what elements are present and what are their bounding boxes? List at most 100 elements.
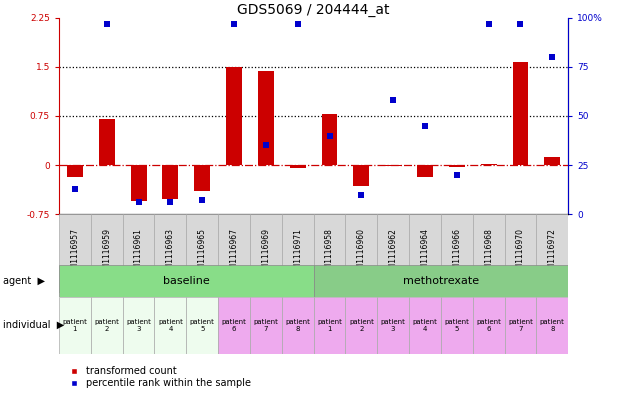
Bar	[186, 214, 218, 293]
Text: GSM1116969: GSM1116969	[261, 228, 270, 279]
Point	[102, 20, 112, 27]
Text: patient
5: patient 5	[445, 319, 469, 332]
Bar	[449, 165, 465, 167]
Bar	[218, 297, 250, 354]
Text: patient
3: patient 3	[126, 319, 151, 332]
Bar	[512, 62, 528, 165]
Bar	[186, 297, 218, 354]
Text: GSM1116968: GSM1116968	[484, 228, 493, 279]
Bar	[322, 114, 337, 165]
Text: GSM1116961: GSM1116961	[134, 228, 143, 279]
Bar	[345, 214, 378, 293]
Point	[325, 132, 335, 139]
Text: GSM1116972: GSM1116972	[548, 228, 557, 279]
Bar	[130, 165, 147, 201]
Bar	[99, 119, 115, 165]
Bar	[226, 67, 242, 165]
Text: patient
2: patient 2	[349, 319, 374, 332]
Bar	[378, 214, 409, 293]
Point	[197, 197, 207, 204]
Text: GSM1116958: GSM1116958	[325, 228, 334, 279]
Bar	[155, 214, 186, 293]
Bar	[378, 297, 409, 354]
Bar	[473, 297, 504, 354]
Bar	[258, 72, 274, 165]
Text: patient
8: patient 8	[285, 319, 310, 332]
Text: patient
1: patient 1	[317, 319, 342, 332]
Text: agent  ▶: agent ▶	[3, 276, 45, 286]
Text: patient
2: patient 2	[94, 319, 119, 332]
Point	[420, 123, 430, 129]
Point	[484, 20, 494, 27]
Bar	[314, 265, 568, 297]
Bar	[282, 297, 314, 354]
Bar	[91, 214, 122, 293]
Bar	[314, 297, 345, 354]
Bar	[417, 165, 433, 177]
Point	[356, 191, 366, 198]
Bar	[409, 214, 441, 293]
Legend: transformed count, percentile rank within the sample: transformed count, percentile rank withi…	[64, 366, 252, 388]
Text: patient
6: patient 6	[476, 319, 501, 332]
Bar	[59, 265, 314, 297]
Text: GSM1116957: GSM1116957	[70, 228, 79, 279]
Bar	[59, 297, 91, 354]
Bar	[250, 297, 282, 354]
Text: GSM1116963: GSM1116963	[166, 228, 175, 279]
Bar	[155, 297, 186, 354]
Bar	[537, 297, 568, 354]
Text: GSM1116960: GSM1116960	[357, 228, 366, 279]
Text: patient
7: patient 7	[253, 319, 278, 332]
Text: GSM1116964: GSM1116964	[420, 228, 430, 279]
Point	[515, 20, 525, 27]
Bar	[504, 297, 537, 354]
Bar	[218, 214, 250, 293]
Bar	[409, 297, 441, 354]
Bar	[545, 157, 560, 165]
Title: GDS5069 / 204444_at: GDS5069 / 204444_at	[237, 3, 390, 17]
Bar	[194, 165, 210, 191]
Text: GSM1116971: GSM1116971	[293, 228, 302, 279]
Bar	[345, 297, 378, 354]
Bar	[123, 297, 155, 354]
Bar	[481, 164, 497, 165]
Text: patient
8: patient 8	[540, 319, 564, 332]
Bar	[537, 214, 568, 293]
Bar	[314, 214, 345, 293]
Text: patient
6: patient 6	[222, 319, 247, 332]
Text: GSM1116962: GSM1116962	[389, 228, 397, 279]
Bar	[91, 297, 122, 354]
Bar	[441, 297, 473, 354]
Bar	[504, 214, 537, 293]
Bar	[250, 214, 282, 293]
Bar	[67, 165, 83, 177]
Text: patient
4: patient 4	[158, 319, 183, 332]
Text: patient
4: patient 4	[412, 319, 437, 332]
Text: patient
7: patient 7	[508, 319, 533, 332]
Point	[452, 172, 462, 178]
Text: baseline: baseline	[163, 276, 210, 286]
Text: GSM1116966: GSM1116966	[452, 228, 461, 279]
Text: GSM1116970: GSM1116970	[516, 228, 525, 279]
Point	[388, 97, 398, 103]
Bar	[282, 214, 314, 293]
Point	[70, 185, 80, 192]
Text: patient
5: patient 5	[190, 319, 215, 332]
Bar	[123, 214, 155, 293]
Text: patient
1: patient 1	[63, 319, 88, 332]
Bar	[441, 214, 473, 293]
Point	[292, 20, 302, 27]
Point	[547, 54, 557, 60]
Text: patient
3: patient 3	[381, 319, 406, 332]
Bar	[385, 165, 401, 166]
Text: GSM1116959: GSM1116959	[102, 228, 111, 279]
Point	[134, 199, 143, 206]
Point	[261, 142, 271, 149]
Text: individual  ▶: individual ▶	[3, 320, 65, 330]
Text: GSM1116967: GSM1116967	[230, 228, 238, 279]
Bar	[290, 165, 306, 168]
Bar	[473, 214, 504, 293]
Point	[165, 199, 175, 206]
Bar	[163, 165, 178, 199]
Point	[229, 20, 239, 27]
